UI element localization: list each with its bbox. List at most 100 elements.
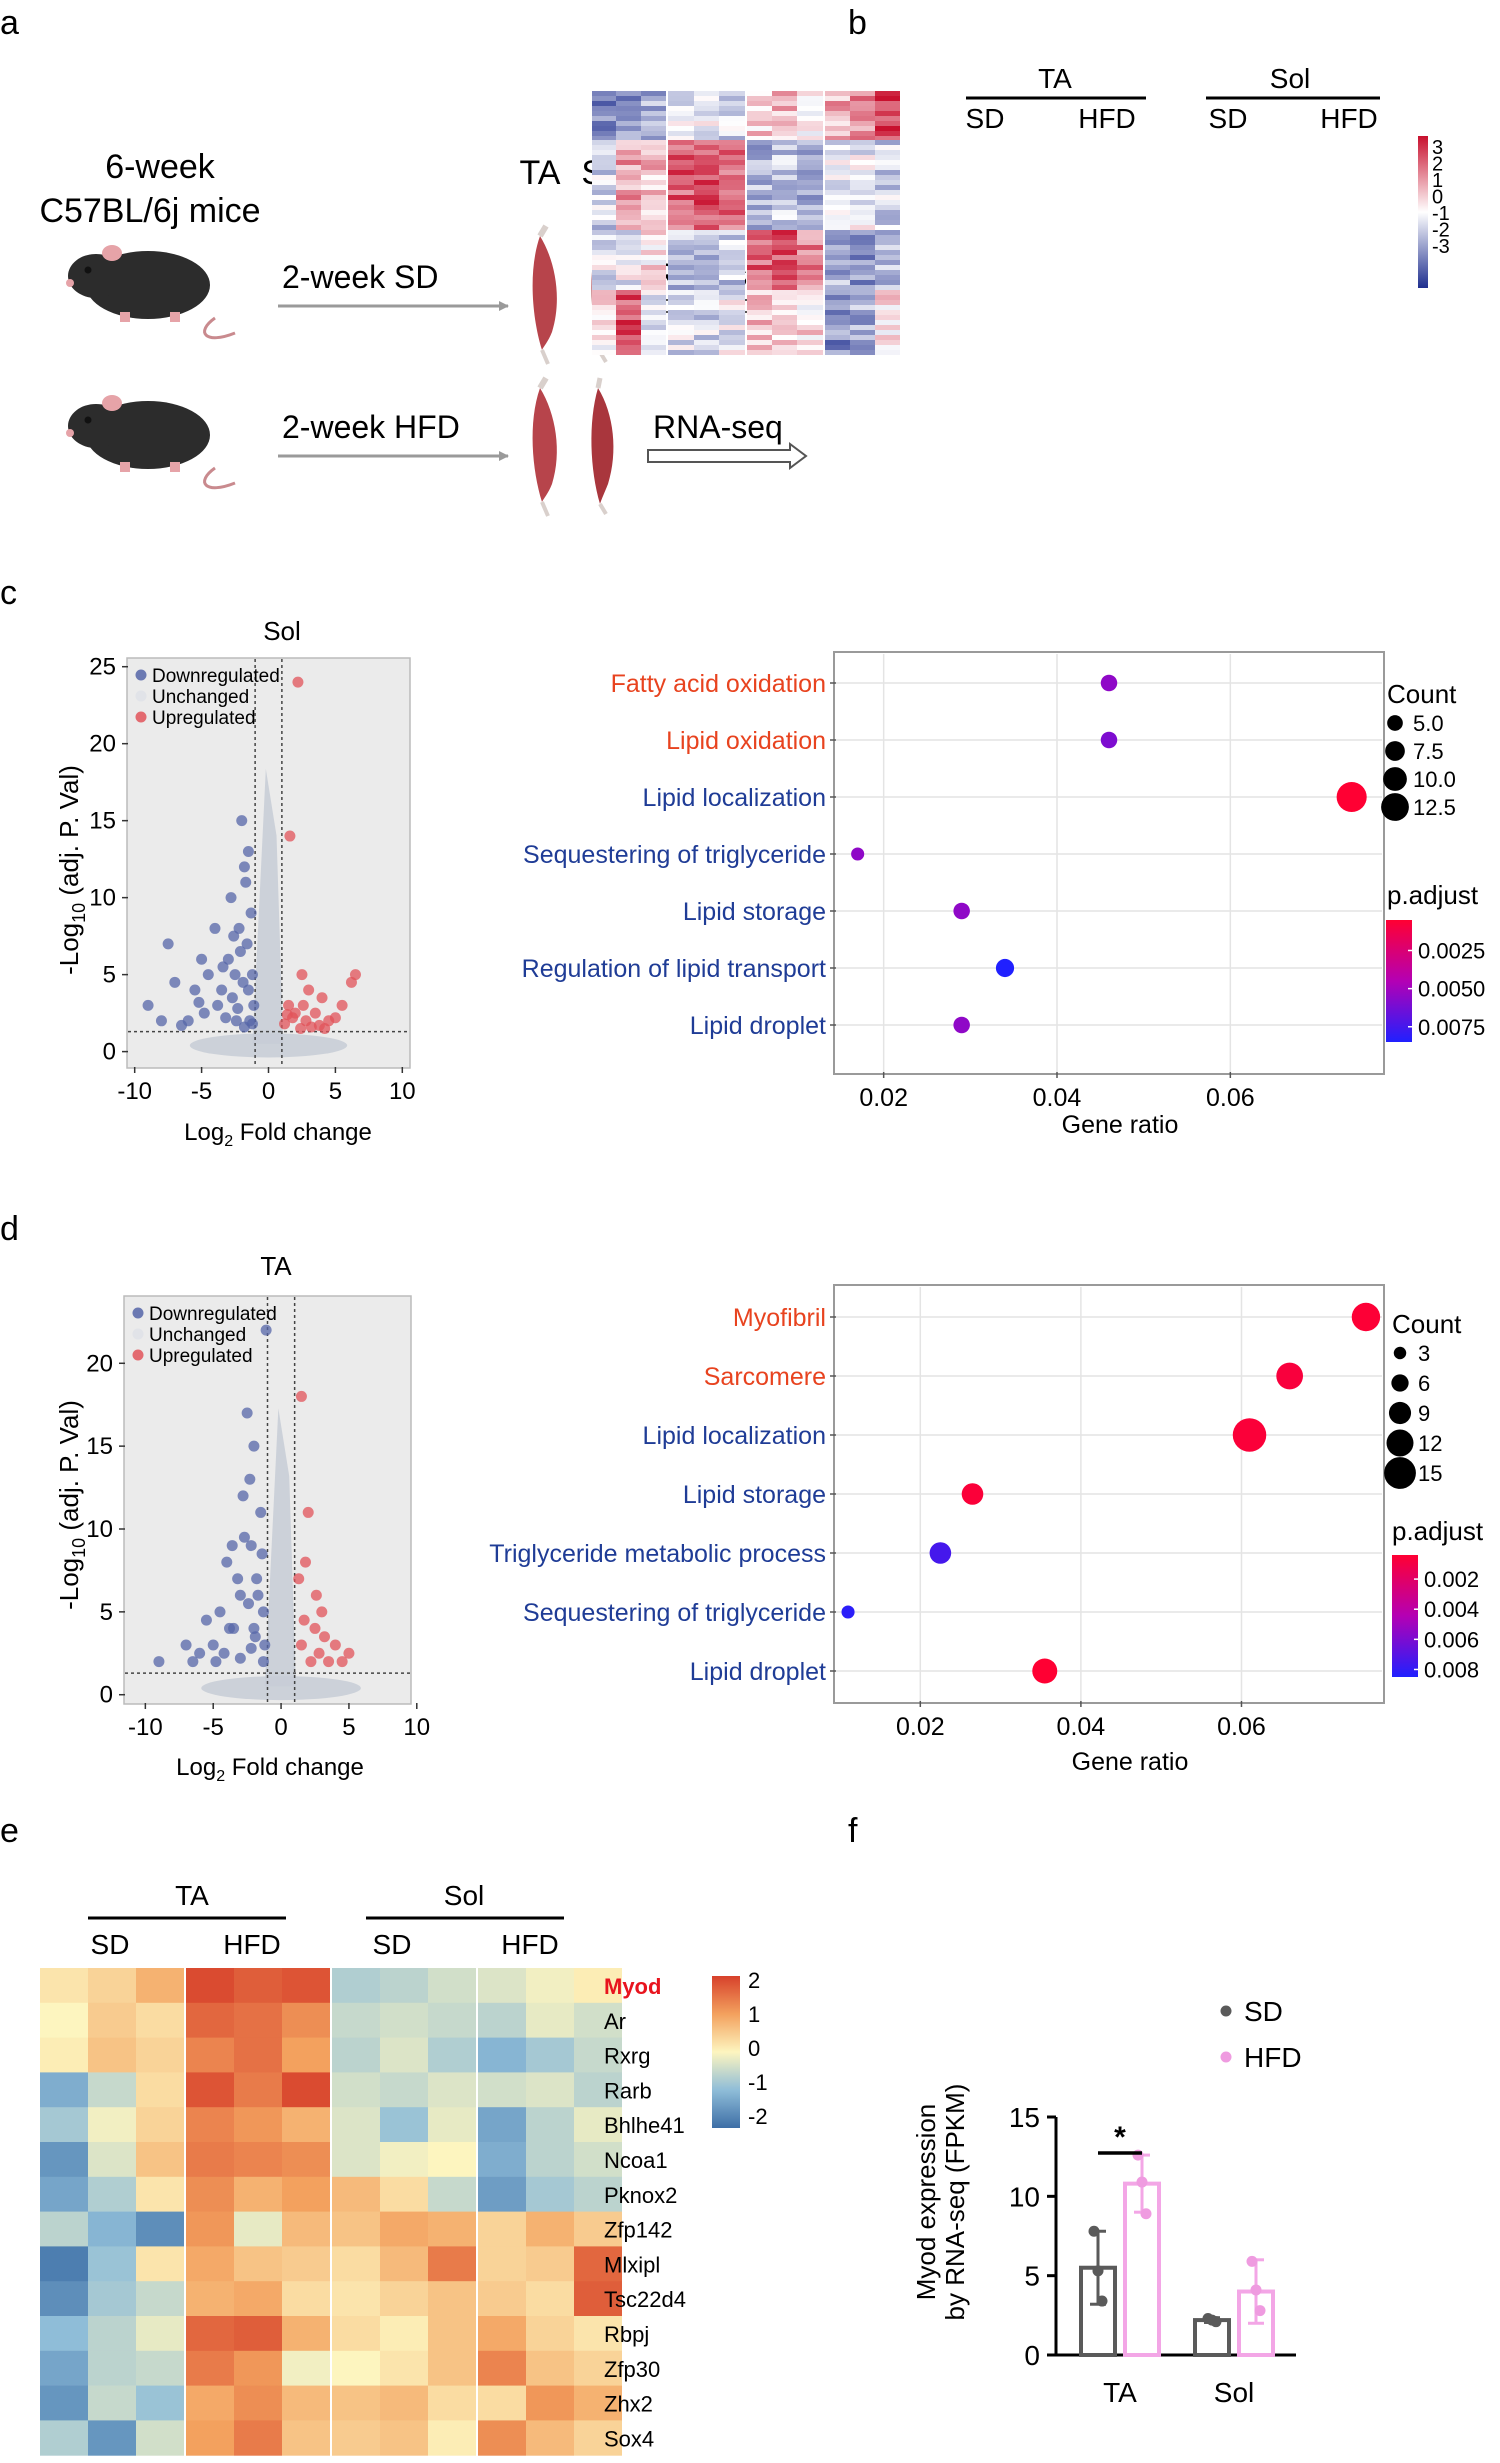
heatmap-b-cell [875, 106, 900, 111]
heatmap-b-cell [616, 265, 641, 270]
gene-label: Zfp142 [604, 2218, 673, 2243]
heatmap-b-cell [719, 245, 745, 250]
heatmap-e-sub-sol-hfd: HFD [501, 1929, 559, 1960]
heatmap-b-cell [772, 220, 797, 225]
heatmap-b-cell [747, 350, 772, 355]
go-x-tick-label: 0.02 [896, 1713, 945, 1741]
heatmap-b-cell [772, 280, 797, 285]
volcano-legend-label: Upregulated [149, 1346, 253, 1367]
heatmap-b-cell [772, 185, 797, 190]
heatmap-b-cell [747, 91, 772, 96]
heatmap-b-cell [797, 305, 823, 310]
heatmap-b-cell [694, 225, 719, 230]
heatmap-e-cell [574, 2281, 622, 2317]
heatmap-b-cell [797, 220, 823, 225]
heatmap-b-cell [719, 345, 745, 350]
heatmap-e-cell [332, 2107, 380, 2143]
panel-e-heatmap: TA Sol SD HFD SD HFD Myod Ar Rxrg Rarb Bhlhe… [40, 1880, 768, 2456]
heatmap-b-cell [825, 290, 850, 295]
heatmap-b-cell [875, 200, 900, 205]
heatmap-b-cell [875, 136, 900, 141]
heatmap-e-cell [136, 2176, 184, 2213]
heatmap-b-cell [825, 250, 850, 255]
volcano-point [229, 969, 241, 981]
heatmap-e-cell [332, 2246, 380, 2282]
heatmap-b-cell [592, 195, 616, 200]
volcano-x-tick-label: -10 [117, 1078, 152, 1105]
heatmap-b-cell [875, 175, 900, 180]
go-term-label: Myofibril [733, 1304, 826, 1332]
gene-label: Rbpj [604, 2322, 649, 2347]
heatmap-e-cell [428, 2037, 476, 2073]
heatmap-e-cell [88, 2246, 136, 2282]
volcano-x-tick-label: -10 [128, 1714, 163, 1741]
heatmap-b-cell [616, 200, 641, 205]
volcano-y-tick-label: 10 [89, 885, 116, 912]
heatmap-e-cell [428, 2002, 476, 2039]
heatmap-e-cell [282, 2385, 330, 2421]
heatmap-e-cell [332, 2072, 380, 2108]
heatmap-b-cell [850, 190, 875, 195]
heatmap-b-cell [641, 245, 666, 250]
heatmap-b-cell [825, 295, 850, 300]
heatmap-b-cell [772, 275, 797, 280]
heatmap-e-cell [282, 2281, 330, 2317]
go-count-legend-label: 15 [1418, 1461, 1442, 1486]
heatmap-b-cell [797, 255, 823, 260]
volcano-point [257, 1656, 269, 1668]
heatmap-e-cell [380, 2385, 428, 2421]
heatmap-b-cell [694, 235, 719, 240]
volcano-legend-label: Downregulated [152, 666, 280, 687]
heatmap-e-cell [380, 2281, 428, 2317]
go-count-legend-dot [1393, 1346, 1407, 1360]
volcano-point [243, 1598, 254, 1610]
heatmap-b-cell [592, 175, 616, 180]
volcano-point [251, 1573, 263, 1585]
heatmap-b-cell [668, 180, 694, 185]
go-count-legend-dot [1384, 1457, 1416, 1489]
heatmap-e-cell [136, 1968, 184, 2004]
heatmap-e-cell [428, 2176, 476, 2213]
heatmap-b-cell [747, 345, 772, 350]
heatmap-b-cell [797, 265, 823, 270]
go-count-legend-dot [1387, 715, 1403, 731]
heatmap-e-cell [234, 2246, 282, 2282]
heatmap-e-cell [282, 2037, 330, 2073]
heatmap-b-cell [747, 116, 772, 121]
heatmap-b-cell [694, 185, 719, 190]
panel-label-f: f [848, 1812, 858, 1850]
heatmap-b-cell [616, 345, 641, 350]
heatmap-b-cell [668, 290, 694, 295]
heatmap-b-cell [797, 150, 823, 155]
go-term-label: Regulation of lipid transport [522, 955, 826, 983]
heatmap-b-cell [875, 121, 900, 126]
volcano-point [238, 1021, 250, 1033]
panel-d: TA -10 -5 0 5 10 0 5 10 15 20 DownregulatedUnchan… [54, 1251, 1484, 1785]
heatmap-b-cell [875, 325, 900, 330]
heatmap-b-cell [641, 345, 666, 350]
volcano-point [255, 1506, 267, 1518]
heatmap-b-cell [875, 195, 900, 200]
heatmap-b-cell [694, 106, 719, 111]
heatmap-b-cell [616, 195, 641, 200]
heatmap-b-cell [797, 315, 823, 320]
volcano-y-tick-label: 15 [89, 808, 116, 835]
heatmap-b-cell [825, 220, 850, 225]
volcano-point [257, 1606, 269, 1618]
heatmap-b-cell [641, 285, 666, 290]
heatmap-b-cell [797, 325, 823, 330]
go-c-padj-title: p.adjust [1387, 880, 1479, 910]
heatmap-b-cell [694, 136, 719, 141]
heatmap-b-cell [641, 240, 666, 245]
heatmap-e-cell [380, 2350, 428, 2387]
heatmap-b-cell [668, 235, 694, 240]
heatmap-b-cell [797, 210, 823, 215]
go-x-tick-label: 0.06 [1206, 1084, 1255, 1112]
heatmap-b-cell [694, 310, 719, 315]
bar-f-legend-marker [1220, 2005, 1232, 2017]
heatmap-e-cell [88, 2142, 136, 2178]
volcano-x-tick-label: 5 [329, 1078, 342, 1105]
heatmap-e-cell [574, 2211, 622, 2247]
heatmap-b-cell [772, 260, 797, 265]
